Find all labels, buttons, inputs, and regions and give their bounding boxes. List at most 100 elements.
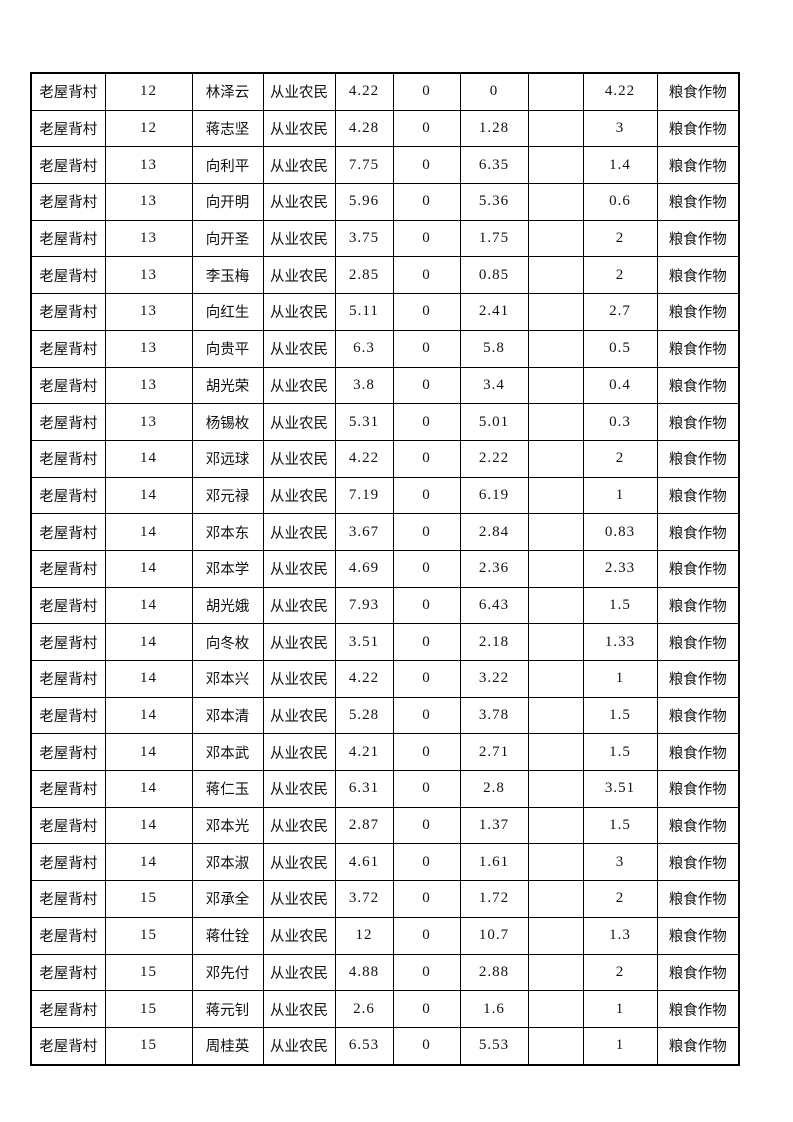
cell-crop-type: 粮食作物: [656, 770, 740, 808]
cell-col-c: [527, 476, 584, 515]
cell-village: 老屋背村: [30, 403, 106, 441]
table-row: 老屋背村 14 邓本淑 从业农民 4.61 0 1.61 3 粮食作物: [30, 843, 740, 882]
cell-col-c: [527, 916, 584, 955]
cell-occupation: 从业农民: [262, 293, 336, 331]
cell-name: 邓本东: [191, 513, 264, 551]
cell-occupation: 从业农民: [262, 256, 336, 295]
cell-group: 14: [104, 513, 193, 551]
cell-total: 4.61: [334, 843, 394, 882]
cell-village: 老屋背村: [30, 623, 106, 661]
cell-col-c: [527, 990, 584, 1028]
cell-crop-type: 粮食作物: [656, 146, 740, 185]
cell-col-a: 0: [392, 72, 461, 111]
cell-col-b: 2.71: [459, 733, 529, 772]
cell-col-c: [527, 660, 584, 698]
cell-col-a: 0: [392, 623, 461, 661]
cell-name: 胡光荣: [191, 366, 264, 405]
cell-crop-type: 粮食作物: [656, 366, 740, 405]
table-row: 老屋背村 15 邓先付 从业农民 4.88 0 2.88 2 粮食作物: [30, 953, 740, 992]
cell-occupation: 从业农民: [262, 219, 336, 258]
cell-total: 2.85: [334, 256, 394, 295]
cell-col-a: 0: [392, 770, 461, 808]
cell-col-b: 3.4: [459, 366, 529, 405]
cell-col-a: 0: [392, 256, 461, 295]
cell-name: 向开明: [191, 183, 264, 221]
cell-village: 老屋背村: [30, 219, 106, 258]
cell-col-c: [527, 696, 584, 735]
cell-name: 周桂英: [191, 1026, 264, 1066]
cell-col-c: [527, 953, 584, 992]
cell-group: 13: [104, 403, 193, 441]
cell-col-b: 2.84: [459, 513, 529, 551]
cell-occupation: 从业农民: [262, 806, 336, 845]
table-row: 老屋背村 15 邓承全 从业农民 3.72 0 1.72 2 粮食作物: [30, 880, 740, 918]
cell-village: 老屋背村: [30, 109, 106, 148]
cell-crop-type: 粮食作物: [656, 439, 740, 478]
cell-name: 邓本光: [191, 806, 264, 845]
cell-group: 13: [104, 329, 193, 368]
cell-col-d: 1.5: [582, 806, 658, 845]
cell-col-c: [527, 403, 584, 441]
cell-name: 林泽云: [191, 72, 264, 111]
cell-col-c: [527, 843, 584, 882]
cell-name: 邓远球: [191, 439, 264, 478]
cell-name: 蒋志坚: [191, 109, 264, 148]
cell-col-d: 0.5: [582, 329, 658, 368]
cell-village: 老屋背村: [30, 953, 106, 992]
cell-col-b: 1.75: [459, 219, 529, 258]
cell-col-d: 0.83: [582, 513, 658, 551]
cell-col-a: 0: [392, 953, 461, 992]
cell-occupation: 从业农民: [262, 880, 336, 918]
cell-col-c: [527, 1026, 584, 1066]
cell-total: 2.6: [334, 990, 394, 1028]
cell-village: 老屋背村: [30, 586, 106, 625]
cell-group: 14: [104, 770, 193, 808]
cell-col-b: 5.53: [459, 1026, 529, 1066]
cell-occupation: 从业农民: [262, 403, 336, 441]
cell-occupation: 从业农民: [262, 366, 336, 405]
cell-total: 4.22: [334, 439, 394, 478]
cell-col-a: 0: [392, 366, 461, 405]
cell-col-d: 4.22: [582, 72, 658, 111]
cell-col-d: 1.5: [582, 586, 658, 625]
cell-crop-type: 粮食作物: [656, 880, 740, 918]
cell-col-a: 0: [392, 1026, 461, 1066]
cell-name: 向贵平: [191, 329, 264, 368]
cell-group: 13: [104, 219, 193, 258]
cell-col-d: 2: [582, 256, 658, 295]
land-table: 老屋背村 12 林泽云 从业农民 4.22 0 0 4.22 粮食作物 老屋背村 12 蒋志坚 从业农民…: [30, 72, 740, 1066]
cell-col-c: [527, 623, 584, 661]
cell-col-b: 6.19: [459, 476, 529, 515]
cell-village: 老屋背村: [30, 806, 106, 845]
cell-group: 14: [104, 843, 193, 882]
cell-crop-type: 粮食作物: [656, 916, 740, 955]
cell-group: 15: [104, 953, 193, 992]
cell-name: 向开圣: [191, 219, 264, 258]
cell-total: 5.31: [334, 403, 394, 441]
cell-name: 杨锡枚: [191, 403, 264, 441]
cell-col-a: 0: [392, 660, 461, 698]
cell-name: 李玉梅: [191, 256, 264, 295]
cell-group: 14: [104, 439, 193, 478]
cell-total: 4.22: [334, 72, 394, 111]
table-row: 老屋背村 13 向开圣 从业农民 3.75 0 1.75 2 粮食作物: [30, 219, 740, 258]
cell-group: 15: [104, 880, 193, 918]
cell-total: 3.8: [334, 366, 394, 405]
cell-occupation: 从业农民: [262, 733, 336, 772]
cell-col-d: 1: [582, 660, 658, 698]
cell-col-d: 0.4: [582, 366, 658, 405]
cell-col-c: [527, 72, 584, 111]
table-row: 老屋背村 15 蒋仕铨 从业农民 12 0 10.7 1.3 粮食作物: [30, 916, 740, 955]
cell-village: 老屋背村: [30, 146, 106, 185]
table-row: 老屋背村 15 周桂英 从业农民 6.53 0 5.53 1 粮食作物: [30, 1026, 740, 1066]
table-row: 老屋背村 14 邓本清 从业农民 5.28 0 3.78 1.5 粮食作物: [30, 696, 740, 735]
cell-group: 14: [104, 586, 193, 625]
cell-village: 老屋背村: [30, 329, 106, 368]
cell-total: 5.28: [334, 696, 394, 735]
cell-occupation: 从业农民: [262, 146, 336, 185]
cell-occupation: 从业农民: [262, 109, 336, 148]
table-row: 老屋背村 13 杨锡枚 从业农民 5.31 0 5.01 0.3 粮食作物: [30, 403, 740, 441]
table-row: 老屋背村 14 邓本光 从业农民 2.87 0 1.37 1.5 粮食作物: [30, 806, 740, 845]
cell-col-d: 0.6: [582, 183, 658, 221]
cell-crop-type: 粮食作物: [656, 293, 740, 331]
